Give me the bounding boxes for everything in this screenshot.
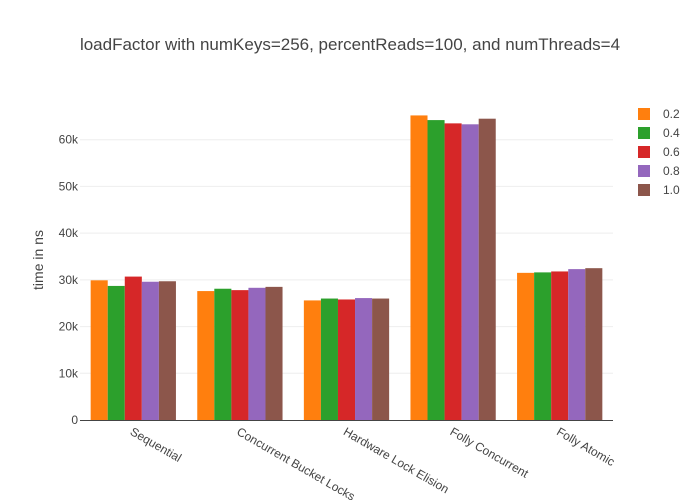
bar-0.6-hardware-lock-elision[interactable] xyxy=(337,299,356,420)
legend-item-1.0[interactable]: 1.0 xyxy=(638,183,680,197)
bar-0.8-sequential[interactable] xyxy=(141,281,159,420)
bar-0.6-folly-concurrent[interactable] xyxy=(444,123,462,420)
bars xyxy=(90,115,603,421)
x-tick-label: Concurrent Bucket Locks xyxy=(234,424,357,500)
legend-label: 0.2 xyxy=(663,107,680,121)
legend-label: 1.0 xyxy=(663,183,680,197)
legend-label: 0.4 xyxy=(663,126,680,140)
x-tick-label: Sequential xyxy=(128,424,184,464)
bar-0.6-folly-atomic[interactable] xyxy=(551,271,569,420)
bar-0.4-concurrent-bucket-locks[interactable] xyxy=(214,288,232,420)
bar-0.4-folly-concurrent[interactable] xyxy=(427,120,445,420)
bar-0.2-sequential[interactable] xyxy=(90,280,108,420)
legend-swatch xyxy=(638,127,650,139)
bar-0.2-folly-concurrent[interactable] xyxy=(410,115,428,421)
bar-0.4-folly-atomic[interactable] xyxy=(534,272,552,420)
bar-0.8-folly-atomic[interactable] xyxy=(568,269,586,420)
bar-1.0-folly-atomic[interactable] xyxy=(585,268,603,420)
legend-item-0.8[interactable]: 0.8 xyxy=(638,164,680,178)
bar-0.2-hardware-lock-elision[interactable] xyxy=(303,300,321,420)
legend-swatch xyxy=(638,184,650,196)
bar-0.6-sequential[interactable] xyxy=(124,276,142,420)
y-tick-label: 20k xyxy=(59,320,79,334)
bar-0.4-sequential[interactable] xyxy=(107,285,125,420)
x-tick-label: Folly Concurrent xyxy=(448,424,532,480)
legend[interactable]: 0.2 0.4 0.6 0.8 1.0 xyxy=(638,107,680,197)
bar-0.2-concurrent-bucket-locks[interactable] xyxy=(197,291,215,420)
chart-title: loadFactor with numKeys=256, percentRead… xyxy=(80,35,620,54)
y-tick-label: 10k xyxy=(59,366,79,380)
legend-swatch xyxy=(638,146,650,158)
bar-0.6-concurrent-bucket-locks[interactable] xyxy=(231,290,249,420)
legend-item-0.2[interactable]: 0.2 xyxy=(638,107,680,121)
y-tick-label: 30k xyxy=(59,273,79,287)
bar-1.0-sequential[interactable] xyxy=(158,281,176,420)
legend-swatch xyxy=(638,108,650,120)
x-tick-labels: Sequential Concurrent Bucket LocksHardwar… xyxy=(128,424,617,500)
y-tick-label: 0 xyxy=(71,413,78,427)
bar-0.8-folly-concurrent[interactable] xyxy=(461,124,479,420)
legend-label: 0.8 xyxy=(663,164,680,178)
x-tick-label: Folly Atomic xyxy=(554,424,617,468)
legend-swatch xyxy=(638,165,650,177)
y-tick-label: 60k xyxy=(59,133,79,147)
legend-label: 0.6 xyxy=(663,145,680,159)
bar-0.8-hardware-lock-elision[interactable] xyxy=(355,298,373,420)
y-tick-label: 40k xyxy=(59,226,79,240)
bar-0.2-folly-atomic[interactable] xyxy=(517,272,535,420)
legend-item-0.4[interactable]: 0.4 xyxy=(638,126,680,140)
x-tick-label: Hardware Lock Elision xyxy=(341,424,451,496)
y-tick-label: 50k xyxy=(59,179,79,193)
bar-1.0-hardware-lock-elision[interactable] xyxy=(372,298,390,420)
y-tick-labels: 0 10k 20k 30k 40k 50k 60k xyxy=(59,133,79,427)
bar-1.0-folly-concurrent[interactable] xyxy=(478,118,496,420)
bar-1.0-concurrent-bucket-locks[interactable] xyxy=(265,286,283,420)
y-axis-title: time in ns xyxy=(30,230,46,290)
legend-item-0.6[interactable]: 0.6 xyxy=(638,145,680,159)
bar-0.8-concurrent-bucket-locks[interactable] xyxy=(248,287,266,420)
bar-0.4-hardware-lock-elision[interactable] xyxy=(320,298,338,420)
